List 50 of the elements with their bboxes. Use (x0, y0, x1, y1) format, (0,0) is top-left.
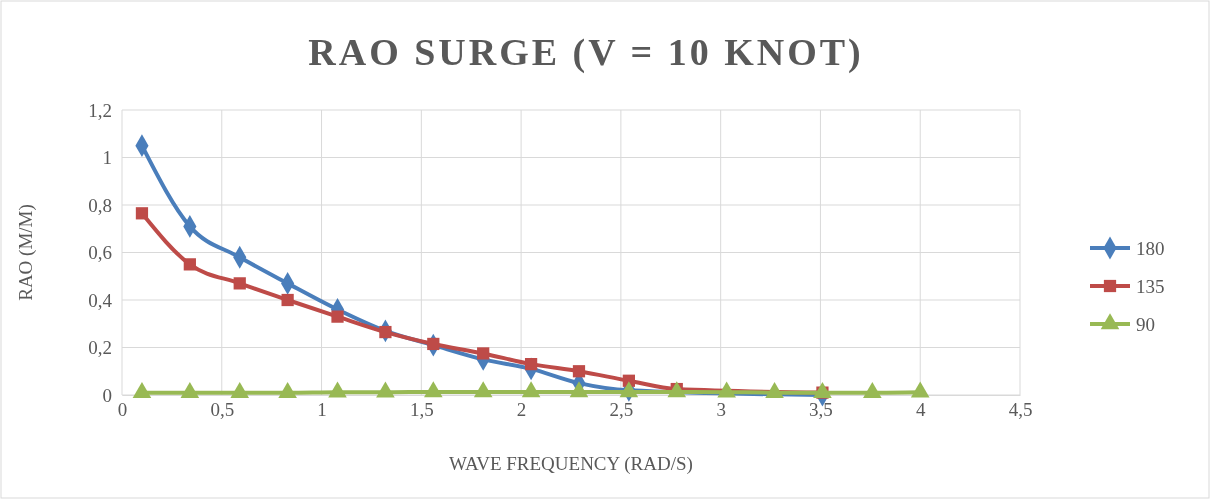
point (717, 381, 736, 398)
point (477, 347, 490, 360)
legend-label: 90 (1136, 314, 1155, 335)
point (424, 381, 443, 398)
x-tick-label: 4 (915, 399, 926, 421)
point (667, 381, 687, 398)
x-tick-label: 0,5 (210, 399, 235, 421)
point (863, 381, 882, 398)
y-tick-label: 0 (102, 384, 112, 406)
point (135, 207, 149, 220)
x-axis-title: WAVE FREQUENCY (RAD/S) (449, 453, 693, 475)
y-tick-label: 1 (102, 147, 112, 169)
point (813, 381, 832, 398)
y-tick-label: 0,4 (88, 289, 113, 311)
point (569, 381, 589, 398)
x-tick-label: 2,5 (609, 399, 634, 421)
point (910, 381, 930, 398)
y-axis-title: RAO (M/M) (15, 204, 37, 301)
point (278, 381, 297, 398)
x-tick-label: 2 (516, 399, 527, 421)
point (233, 277, 246, 290)
point (619, 381, 639, 398)
y-tick-label: 0,8 (88, 194, 112, 216)
point (331, 310, 344, 323)
x-tick-label: 1 (317, 399, 327, 421)
chart-title: RAO SURGE (V = 10 KNOT) (308, 31, 864, 74)
point (572, 365, 586, 378)
y-tick-label: 0,2 (88, 337, 112, 359)
y-tick-label: 1,2 (88, 99, 112, 121)
point (765, 381, 784, 398)
x-tick-label: 3,5 (809, 399, 833, 421)
point (473, 381, 493, 398)
x-tick-label: 4,5 (1008, 399, 1033, 421)
point (183, 258, 196, 271)
y-tick-label: 0,6 (88, 242, 112, 264)
legend-label: 135 (1136, 276, 1165, 297)
point (379, 325, 392, 339)
point (427, 337, 440, 351)
point (524, 358, 538, 371)
x-tick-label: 3 (716, 399, 726, 421)
x-tick-label: 1,5 (409, 399, 434, 421)
point (180, 381, 200, 398)
point (521, 381, 541, 398)
x-tick-label: 0 (117, 399, 128, 421)
point (281, 293, 294, 307)
point (132, 381, 152, 398)
legend-label: 180 (1136, 238, 1165, 259)
point (376, 381, 395, 398)
point (230, 381, 250, 398)
point (328, 381, 347, 398)
